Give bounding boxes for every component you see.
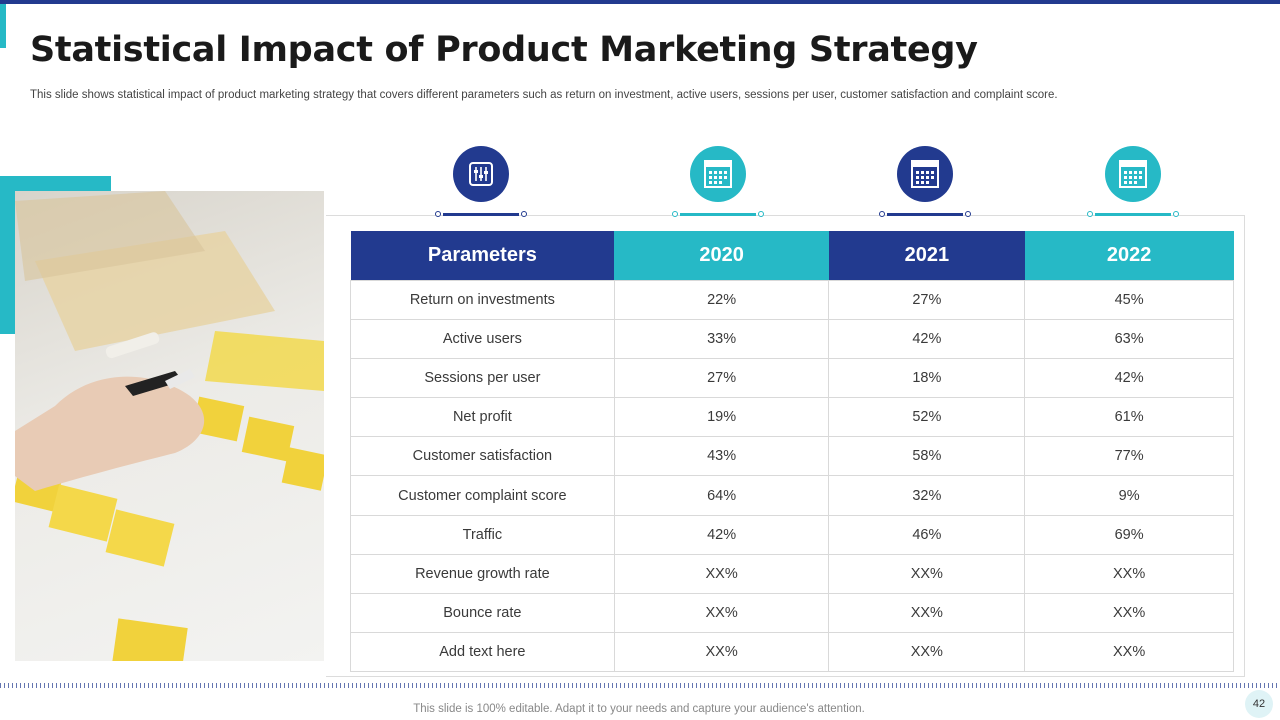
table-row: Add text here XX% XX% XX% <box>350 632 1234 673</box>
cell-2021: 27% <box>828 279 1026 320</box>
footer-divider <box>0 683 1280 688</box>
table-row: Sessions per user 27% 18% 42% <box>350 357 1234 399</box>
cell-2022: XX% <box>1024 592 1234 634</box>
row-label: Active users <box>350 318 615 359</box>
cell-2020: XX% <box>613 592 830 634</box>
cell-2020: 27% <box>613 357 830 399</box>
table-row: Net profit 19% 52% 61% <box>350 397 1234 438</box>
row-label: Net profit <box>350 397 615 438</box>
slide-subtitle: This slide shows statistical impact of p… <box>30 89 1058 101</box>
sticky-notes-photo <box>15 191 324 661</box>
cell-2022: 9% <box>1024 475 1234 516</box>
calendar-icon <box>1105 146 1161 202</box>
table-row: Return on investments 22% 27% 45% <box>350 279 1234 320</box>
connector-2020-params <box>435 211 527 217</box>
cell-2020: 19% <box>613 397 830 438</box>
cell-2022: 61% <box>1024 397 1234 438</box>
cell-2021: 46% <box>828 514 1026 555</box>
cell-2022: 77% <box>1024 436 1234 477</box>
row-label: Customer complaint score <box>350 475 615 516</box>
header-parameters: Parameters <box>350 231 615 280</box>
cell-2021: 18% <box>828 357 1026 399</box>
cell-2021: XX% <box>828 592 1026 634</box>
cell-2020: XX% <box>613 553 830 595</box>
cell-2021: 32% <box>828 475 1026 516</box>
cell-2021: 42% <box>828 318 1026 359</box>
connector-2021 <box>879 211 971 217</box>
cell-2021: 58% <box>828 436 1026 477</box>
parameters-table: Parameters 2020 2021 2022 Return on inve… <box>350 231 1234 673</box>
cell-2022: 45% <box>1024 279 1234 320</box>
calendar-icon <box>897 146 953 202</box>
connector-2020 <box>672 211 764 217</box>
row-label: Traffic <box>350 514 615 555</box>
table-row: Traffic 42% 46% 69% <box>350 514 1234 555</box>
table-row: Customer satisfaction 43% 58% 77% <box>350 436 1234 477</box>
cell-2020: 42% <box>613 514 830 555</box>
cell-2022: 42% <box>1024 357 1234 399</box>
table-row: Bounce rate XX% XX% XX% <box>350 592 1234 634</box>
connector-2022 <box>1087 211 1179 217</box>
sliders-icon <box>453 146 509 202</box>
title-accent <box>0 4 6 48</box>
cell-2020: 43% <box>613 436 830 477</box>
cell-2022: 63% <box>1024 318 1234 359</box>
footer-note: This slide is 100% editable. Adapt it to… <box>413 703 865 715</box>
table-frame <box>326 215 1245 677</box>
cell-2021: 52% <box>828 397 1026 438</box>
slide-title: Statistical Impact of Product Marketing … <box>30 30 978 70</box>
row-label: Sessions per user <box>350 357 615 399</box>
row-label: Customer satisfaction <box>350 436 615 477</box>
cell-2020: 22% <box>613 279 830 320</box>
header-2022: 2022 <box>1024 231 1234 280</box>
table-row: Active users 33% 42% 63% <box>350 318 1234 359</box>
header-2020: 2020 <box>614 231 829 280</box>
cell-2021: XX% <box>828 553 1026 595</box>
row-label: Add text here <box>350 632 615 673</box>
table-header-row: Parameters 2020 2021 2022 <box>350 231 1234 280</box>
cell-2022: XX% <box>1024 632 1234 673</box>
cell-2022: 69% <box>1024 514 1234 555</box>
row-label: Revenue growth rate <box>350 553 615 595</box>
row-label: Return on investments <box>350 279 615 320</box>
cell-2020: XX% <box>613 632 830 673</box>
cell-2020: 33% <box>613 318 830 359</box>
page-number: 42 <box>1245 690 1273 718</box>
table-row: Revenue growth rate XX% XX% XX% <box>350 553 1234 595</box>
cell-2020: 64% <box>613 475 830 516</box>
calendar-icon <box>690 146 746 202</box>
top-accent-bar <box>0 0 1280 4</box>
cell-2022: XX% <box>1024 553 1234 595</box>
table-row: Customer complaint score 64% 32% 9% <box>350 475 1234 516</box>
row-label: Bounce rate <box>350 592 615 634</box>
cell-2021: XX% <box>828 632 1026 673</box>
header-2021: 2021 <box>828 231 1025 280</box>
